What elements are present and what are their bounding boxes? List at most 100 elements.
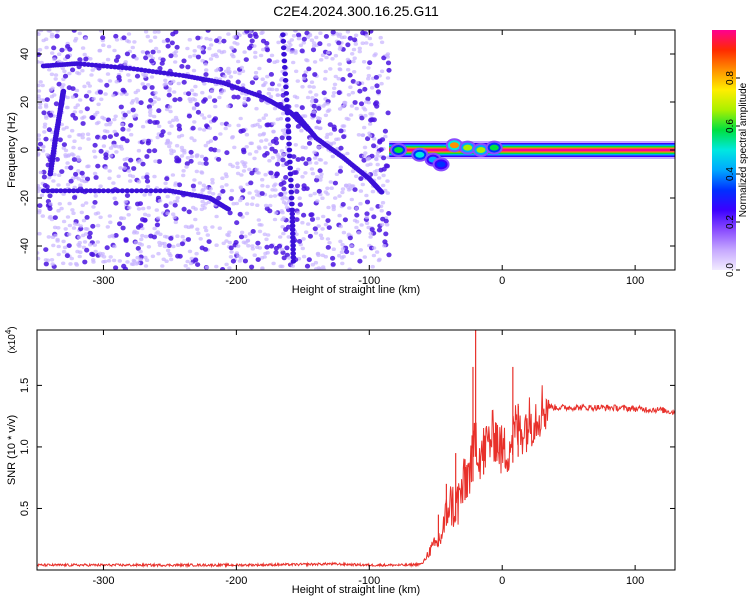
noise-speckle (235, 94, 241, 100)
noise-speckle (227, 123, 232, 128)
noise-speckle (113, 233, 119, 238)
noise-speckle (337, 253, 342, 258)
noise-speckle (169, 124, 174, 128)
noise-speckle (85, 164, 90, 169)
noise-speckle (270, 188, 275, 192)
track-dot (280, 32, 286, 38)
noise-speckle (61, 219, 67, 224)
noise-speckle (280, 225, 285, 229)
noise-speckle (245, 239, 250, 243)
noise-speckle (210, 225, 215, 229)
noise-speckle (142, 74, 147, 79)
noise-speckle (249, 202, 255, 207)
noise-speckle (140, 233, 145, 238)
noise-speckle (264, 244, 270, 250)
noise-speckle (139, 237, 144, 242)
noise-speckle (37, 89, 42, 93)
noise-speckle (239, 230, 245, 235)
noise-speckle (153, 46, 159, 51)
spectrogram-y-label: Frequency (Hz) (6, 112, 18, 188)
signal-blob (436, 161, 446, 168)
noise-speckle (249, 80, 255, 85)
noise-speckle (71, 30, 77, 33)
noise-speckle (124, 51, 130, 57)
noise-speckle (43, 103, 49, 107)
noise-speckle (77, 31, 83, 36)
noise-speckle (93, 194, 99, 198)
noise-speckle (263, 113, 269, 117)
noise-speckle (40, 214, 45, 218)
noise-speckle (167, 89, 172, 93)
x-tick-label: -200 (225, 275, 247, 287)
noise-speckle (55, 237, 60, 242)
noise-speckle (141, 206, 146, 211)
noise-speckle (343, 100, 348, 105)
track-dot (285, 117, 291, 122)
noise-speckle (61, 249, 67, 254)
track-dot (110, 188, 116, 194)
noise-speckle (285, 224, 291, 230)
noise-speckle (270, 175, 275, 179)
noise-speckle (177, 96, 183, 102)
noise-speckle (343, 183, 349, 188)
noise-speckle (340, 242, 345, 247)
noise-speckle (304, 263, 311, 269)
noise-speckle (315, 175, 320, 179)
noise-speckle (366, 73, 372, 78)
snr-y-label: SNR (10 * v/v) (6, 415, 18, 485)
noise-speckle (364, 41, 369, 45)
track-dot (60, 88, 67, 94)
noise-speckle (51, 179, 56, 183)
track-dot (287, 171, 294, 177)
y-tick-label: -20 (19, 190, 31, 206)
noise-speckle (135, 88, 141, 93)
track-dot (225, 206, 232, 212)
track-dot (289, 215, 296, 221)
noise-speckle (253, 34, 259, 39)
noise-speckle (142, 138, 147, 143)
noise-speckle (120, 136, 126, 142)
noise-speckle (149, 58, 155, 64)
noise-speckle (338, 224, 343, 229)
noise-speckle (267, 158, 272, 163)
noise-speckle (318, 233, 324, 238)
noise-speckle (194, 251, 199, 256)
noise-speckle (123, 237, 129, 242)
noise-speckle (313, 260, 319, 265)
noise-speckle (374, 250, 380, 254)
noise-speckle (114, 150, 119, 154)
noise-speckle (37, 83, 41, 88)
noise-speckle (386, 67, 392, 73)
noise-speckle (123, 200, 128, 204)
noise-speckle (106, 44, 112, 49)
noise-speckle (206, 140, 211, 145)
noise-speckle (306, 222, 311, 226)
noise-speckle (197, 181, 203, 185)
noise-speckle (63, 153, 68, 157)
noise-speckle (172, 90, 177, 94)
noise-speckle (268, 72, 274, 77)
noise-speckle (312, 60, 318, 64)
noise-speckle (179, 154, 185, 158)
noise-speckle (256, 145, 262, 149)
noise-speckle (157, 66, 163, 71)
noise-speckle (241, 240, 246, 245)
noise-speckle (318, 158, 324, 162)
noise-speckle (128, 157, 134, 163)
noise-speckle (116, 145, 122, 149)
noise-speckle (228, 162, 233, 167)
noise-speckle (152, 148, 158, 154)
track-dot (70, 188, 77, 194)
noise-speckle (154, 222, 160, 228)
noise-speckle (319, 58, 324, 62)
noise-speckle (301, 254, 307, 259)
noise-speckle (318, 178, 323, 182)
noise-speckle (192, 138, 197, 143)
noise-speckle (252, 156, 257, 161)
noise-speckle (65, 182, 71, 187)
noise-speckle (83, 93, 90, 99)
colorbar-tick-label: 0.4 (725, 167, 736, 181)
noise-speckle (126, 32, 132, 36)
noise-speckle (383, 134, 388, 139)
noise-speckle (95, 223, 101, 228)
